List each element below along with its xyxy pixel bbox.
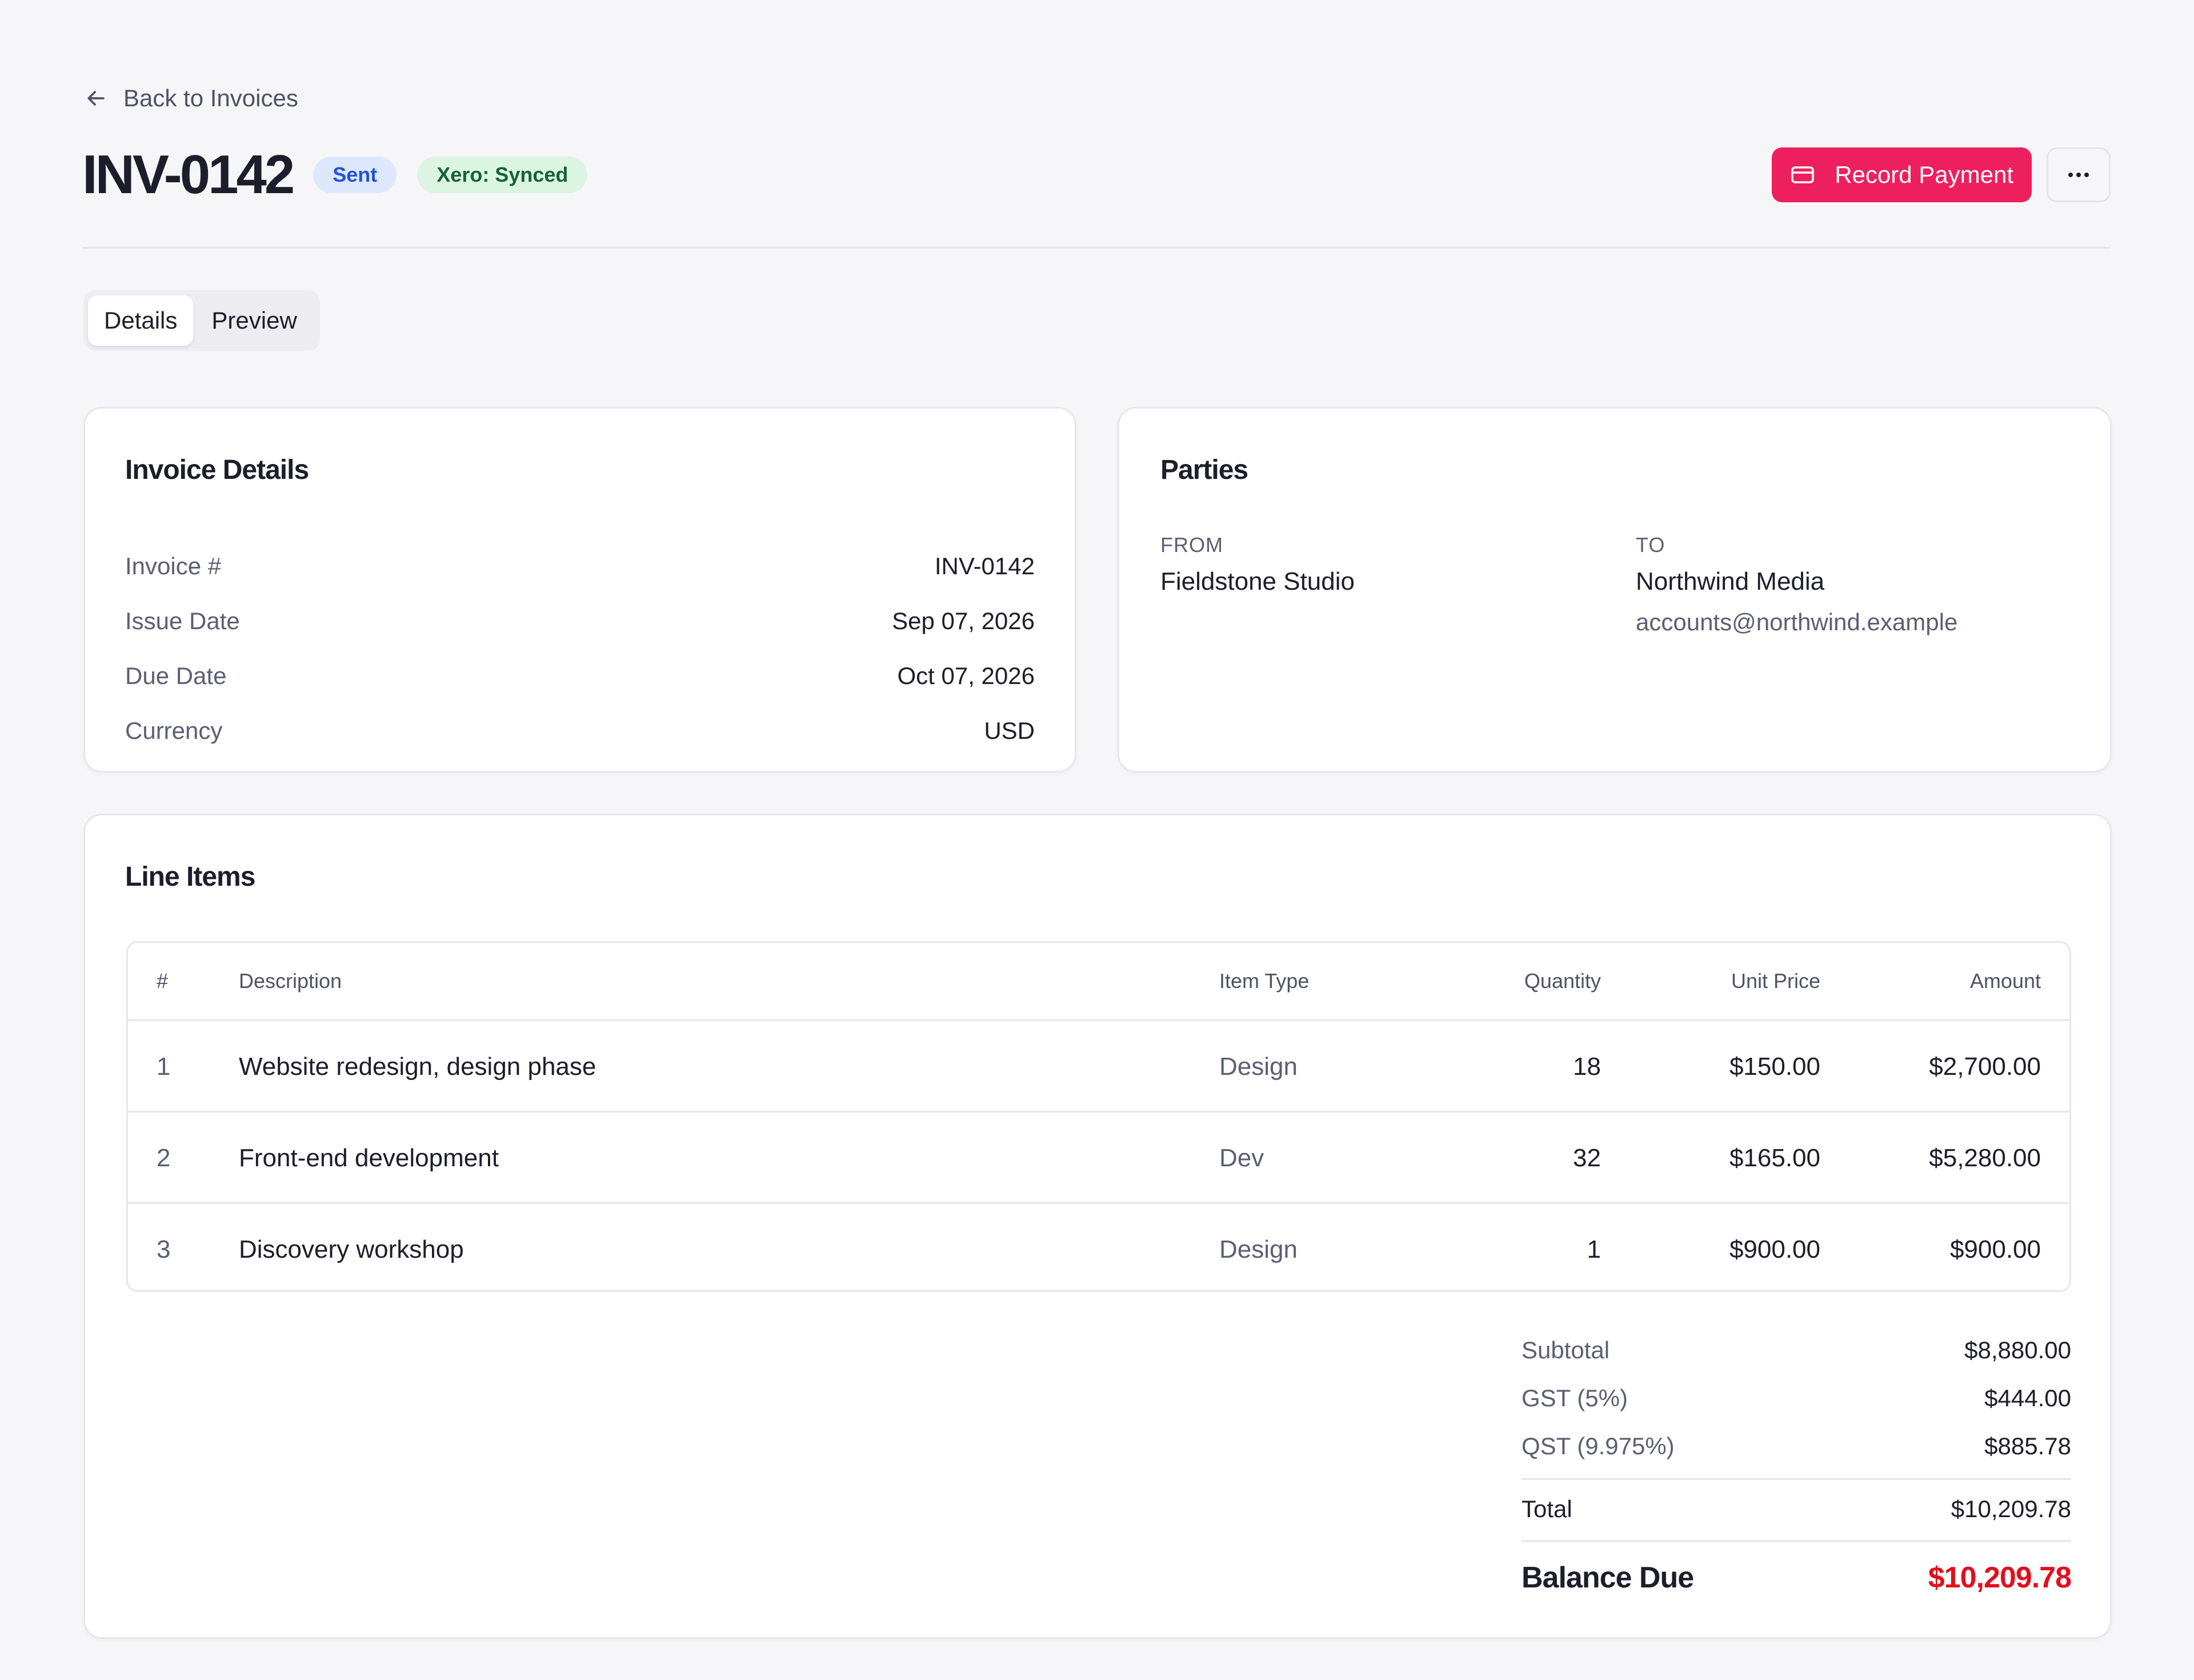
row-description: Discovery workshop: [239, 1235, 464, 1263]
subtotal-label: Subtotal: [1522, 1337, 1610, 1363]
detail-row-due-date: Due Date Oct 07, 2026: [125, 659, 1035, 693]
total-row: Total $10,209.78: [1522, 1485, 2071, 1533]
row-amount: $900.00: [1949, 1235, 2041, 1263]
more-actions-button[interactable]: [2047, 147, 2111, 202]
total-label: Total: [1522, 1495, 1572, 1522]
row-item-type: Design: [1219, 1235, 1298, 1263]
parties-card: Parties FROM Fieldstone Studio TO Northw…: [1118, 407, 2112, 773]
detail-row-issue-date: Issue Date Sep 07, 2026: [125, 604, 1035, 638]
line-items-table: # Description Item Type Quantity Unit Pr…: [126, 941, 2071, 1292]
column-header-description: Description: [239, 969, 342, 993]
back-label: Back to Invoices: [123, 85, 298, 111]
parties-title: Parties: [1160, 455, 1248, 485]
table-row[interactable]: 3 Discovery workshop Design 1 $900.00 $9…: [128, 1202, 2069, 1290]
row-number: 1: [157, 1053, 171, 1081]
column-header-quantity: Quantity: [1524, 969, 1601, 993]
header-divider: [82, 247, 2111, 249]
detail-label: Currency: [125, 717, 223, 744]
record-payment-button[interactable]: Record Payment: [1772, 147, 2032, 202]
totals-summary: Subtotal $8,880.00 GST (5%) $444.00 QST …: [1522, 1326, 2072, 1623]
tab-preview[interactable]: Preview: [211, 307, 297, 334]
qst-row: QST (9.975%) $885.78: [1522, 1422, 2071, 1470]
detail-label: Invoice #: [125, 553, 222, 579]
to-email: accounts@northwind.example: [1636, 609, 1958, 635]
subtotal-value: $8,880.00: [1964, 1337, 2071, 1363]
balance-due-value: $10,209.78: [1928, 1561, 2072, 1594]
detail-value: Oct 07, 2026: [897, 662, 1035, 689]
column-header-number: #: [157, 969, 169, 993]
tab-details[interactable]: Details: [88, 295, 194, 346]
row-description: Front-end development: [239, 1144, 499, 1172]
table-row[interactable]: 1 Website redesign, design phase Design …: [128, 1019, 2069, 1113]
invoice-details-title: Invoice Details: [125, 455, 309, 485]
detail-row-currency: Currency USD: [125, 714, 1035, 748]
detail-value: USD: [984, 717, 1035, 744]
detail-label: Due Date: [125, 662, 227, 689]
detail-row-invoice-number: Invoice # INV-0142: [125, 549, 1035, 583]
column-header-item-type: Item Type: [1219, 969, 1310, 993]
page-title: INV-0142: [82, 144, 295, 205]
arrow-left-icon: [87, 91, 105, 106]
from-name: Fieldstone Studio: [1160, 567, 1355, 595]
to-name: Northwind Media: [1636, 567, 1825, 595]
row-number: 2: [157, 1144, 171, 1172]
row-quantity: 1: [1587, 1235, 1601, 1263]
from-label: FROM: [1160, 533, 1223, 557]
column-header-unit-price: Unit Price: [1731, 969, 1820, 993]
invoice-details-card: Invoice Details Invoice # INV-0142 Issue…: [83, 407, 1076, 773]
gst-value: $444.00: [1984, 1385, 2071, 1411]
detail-label: Issue Date: [125, 607, 240, 634]
view-tabs: Details Preview: [83, 290, 320, 351]
row-number: 3: [157, 1235, 171, 1263]
row-item-type: Dev: [1219, 1144, 1264, 1172]
detail-value: INV-0142: [934, 553, 1035, 579]
subtotal-row: Subtotal $8,880.00: [1522, 1326, 2071, 1374]
qst-value: $885.78: [1984, 1433, 2071, 1459]
row-amount: $2,700.00: [1929, 1053, 2041, 1081]
status-badge: Sent: [313, 157, 397, 193]
row-unit-price: $165.00: [1729, 1144, 1820, 1172]
gst-row: GST (5%) $444.00: [1522, 1374, 2071, 1422]
sync-badge: Xero: Synced: [417, 157, 588, 193]
column-header-amount: Amount: [1969, 969, 2041, 993]
balance-due-label: Balance Due: [1522, 1561, 1694, 1594]
back-to-invoices-link[interactable]: Back to Invoices: [83, 85, 298, 112]
more-horizontal-icon: [2068, 173, 2089, 177]
row-unit-price: $150.00: [1729, 1053, 1820, 1081]
table-header: # Description Item Type Quantity Unit Pr…: [128, 943, 2069, 1019]
line-items-card: Line Items # Description Item Type Quant…: [83, 814, 2112, 1639]
row-amount: $5,280.00: [1929, 1144, 2041, 1172]
total-value: $10,209.78: [1951, 1495, 2071, 1522]
row-quantity: 32: [1573, 1144, 1601, 1172]
gst-label: GST (5%): [1522, 1385, 1628, 1411]
qst-label: QST (9.975%): [1522, 1433, 1675, 1459]
totals-divider: [1522, 1478, 2071, 1480]
page-header: INV-0142 Sent Xero: Synced Record Paymen…: [82, 141, 2111, 209]
balance-due-row: Balance Due $10,209.78: [1522, 1549, 2072, 1606]
totals-divider: [1522, 1540, 2071, 1542]
table-row[interactable]: 2 Front-end development Dev 32 $165.00 $…: [128, 1111, 2069, 1204]
row-description: Website redesign, design phase: [239, 1053, 596, 1081]
line-items-title: Line Items: [125, 862, 255, 892]
row-unit-price: $900.00: [1729, 1235, 1820, 1263]
record-payment-label: Record Payment: [1835, 161, 2013, 188]
detail-value: Sep 07, 2026: [892, 607, 1035, 634]
credit-card-icon: [1791, 166, 1814, 183]
to-label: TO: [1636, 533, 1665, 557]
row-item-type: Design: [1219, 1053, 1298, 1081]
row-quantity: 18: [1573, 1053, 1601, 1081]
